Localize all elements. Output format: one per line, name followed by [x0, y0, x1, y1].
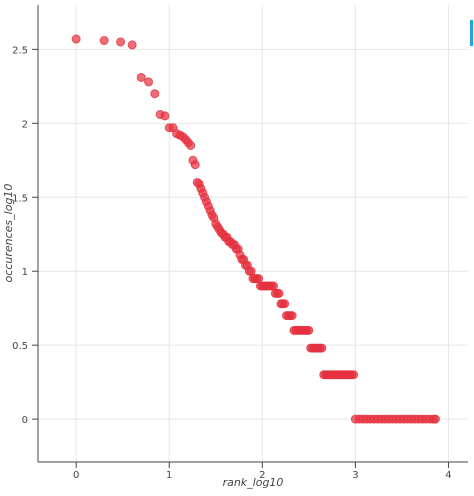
x-tick-label: 3	[352, 470, 358, 481]
point	[144, 77, 154, 87]
point	[246, 266, 256, 276]
point	[317, 343, 327, 353]
x-tick-label: 0	[73, 470, 79, 481]
x-tick-label: 1	[166, 470, 172, 481]
point	[304, 325, 314, 335]
y-tick-label: 0.5	[12, 341, 28, 352]
x-tick-label: 4	[445, 470, 451, 481]
point	[287, 311, 297, 321]
point	[160, 111, 170, 121]
point	[71, 34, 81, 44]
point	[280, 299, 290, 309]
y-tick-label: 0	[22, 415, 28, 426]
point	[127, 40, 137, 50]
point	[254, 274, 264, 284]
point	[186, 141, 196, 151]
point	[136, 72, 146, 82]
y-tick-label: 2.5	[12, 45, 28, 56]
y-tick-label: 1	[22, 267, 28, 278]
point	[430, 414, 440, 424]
x-axis-label: rank_log10	[223, 476, 284, 489]
y-axis-label: occurences_log10	[2, 184, 15, 283]
point	[349, 370, 359, 380]
point	[190, 160, 200, 170]
y-tick-label: 2	[22, 119, 28, 130]
point	[116, 37, 126, 47]
toolbar-indicator[interactable]	[470, 20, 473, 46]
point	[268, 281, 278, 291]
point	[150, 89, 160, 99]
point	[99, 35, 109, 45]
point	[274, 288, 284, 298]
x-tick-label: 2	[259, 470, 265, 481]
y-tick-label: 1.5	[12, 193, 28, 204]
